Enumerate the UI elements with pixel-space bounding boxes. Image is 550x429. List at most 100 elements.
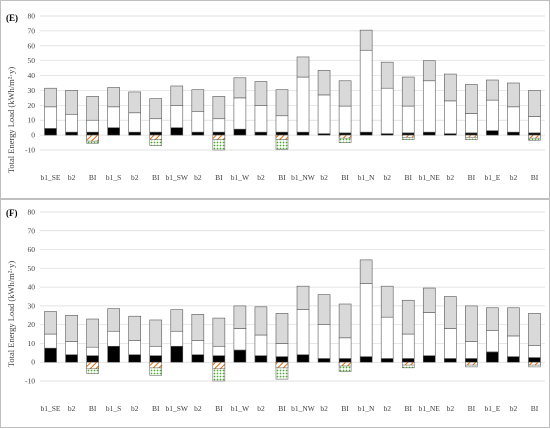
panel-f-bar-segment-top [486, 307, 499, 331]
panel-f-bar-segment-middle [128, 340, 141, 356]
panel-f-y-tick-label: 10 [28, 339, 36, 348]
panel-f-bar-segment-middle [380, 316, 394, 359]
panel-f-x-tick-label: BI [89, 404, 97, 413]
panel-f-bar-negative-orange [401, 361, 415, 366]
panel-e-y-tick-label: 50 [28, 56, 36, 65]
panel-e-x-tick-label: b2 [257, 173, 265, 182]
panel-f-bar-segment-top [149, 319, 163, 347]
panel-e-y-tick-label: 70 [28, 26, 36, 35]
panel-f-bar-segment-top [422, 287, 436, 313]
panel-f-bar-segment-middle [444, 328, 457, 359]
panel-f-bar-segment-middle [191, 340, 205, 356]
panel-e-bar-segment-middle [486, 99, 499, 131]
panel-f-bar-segment-bottom [507, 356, 520, 363]
panel-f-bar-segment-top [401, 299, 415, 335]
panel-f-bar-segment-middle [275, 343, 289, 357]
panel-f-y-tick-label: 40 [28, 283, 36, 292]
panel-f-bar-segment-middle [317, 324, 331, 359]
panel-e-bar-segment-bottom [170, 127, 184, 136]
panel-e-bar-segment-top [86, 96, 99, 121]
panel-e-y-tick-label: 30 [28, 86, 36, 95]
panel-e-x-tick-label: b2 [320, 173, 328, 182]
panel-f-bar-segment-bottom [444, 358, 457, 363]
panel-e-bar-segment-middle [233, 97, 247, 130]
panel-f-x-tick-label: b1_NE [419, 404, 441, 413]
panel-f-bar-segment-bottom [380, 358, 394, 363]
panel-e-bar-negative-orange [338, 134, 352, 139]
panel-e-bar-segment-top [233, 77, 247, 99]
panel-e-y-tick-label: 0 [31, 131, 35, 140]
panel-f-bar-segment-top [465, 305, 478, 342]
panel-f-bar-segment-bottom [128, 354, 141, 363]
panel-f-bar-segment-middle [465, 341, 478, 359]
panel-f-bar-segment-top [254, 306, 268, 336]
panel-f-bar-segment-bottom [338, 358, 352, 363]
panel-e-x-ticks: b1_SE b2 BI b1_S b2 BI b1_SW b2 BI b1_W b2 BI b1_NW b… [41, 173, 539, 182]
panel-f-bar-segment-middle [486, 329, 499, 353]
panel-f-x-tick-label: b2 [320, 404, 328, 413]
panel-f-bar-segment-top [528, 313, 541, 346]
panel-f-bar-segment-bottom [486, 351, 499, 363]
panel-e-y-tick-label: 40 [28, 71, 36, 80]
panel-e-bar-segment-bottom [191, 131, 205, 136]
panel-e-bar-segment-top [275, 89, 289, 117]
panel-f-bar-negative-orange [212, 361, 226, 370]
panel-f-bar-segment-bottom [528, 357, 541, 363]
panel-e-x-tick-label: b1_SE [41, 173, 61, 182]
panel-e-bar-segment-top [528, 90, 541, 117]
panel-f-bar-segment-middle [528, 345, 541, 358]
panel-e-bar-segment-bottom [275, 131, 289, 136]
panel-f-y-tick-label: 20 [28, 320, 36, 329]
panel-f-bar-segment-top [275, 313, 289, 344]
panel-f-bar-segment-top [380, 285, 394, 318]
panel-f-x-tick-label: BI [404, 404, 412, 413]
panel-e-bar-segment-bottom [107, 127, 120, 136]
panel-f-x-tick-label: b1_SW [166, 404, 189, 413]
panel-e-bar-segment-bottom [338, 132, 352, 136]
panel-f-bar-segment-top [44, 311, 57, 335]
panel-e-bar-segment-top [380, 61, 394, 89]
panel-e-bar-segment-middle [191, 110, 205, 133]
panel-e-bar-segment-middle [149, 118, 163, 133]
panel-e-x-tick-label: BI [341, 173, 349, 182]
panel-f: (F) Total Energy Load (kWh/m²·y) -10 0 10 2… [0, 199, 550, 428]
panel-f-bar-segment-middle [507, 335, 520, 357]
panel-f-x-tick-label: b2 [383, 404, 391, 413]
panel-e-x-tick-label: b1_NE [419, 173, 441, 182]
panel-e-bar-negative-orange [465, 134, 478, 138]
panel-e-bar-segment-middle [422, 80, 436, 133]
panel-f-y-ticks: -10 0 10 20 30 40 50 60 70 80 [25, 208, 35, 386]
panel-e-bar-negative-orange [275, 134, 289, 140]
panel-f-y-tick-label: 30 [28, 301, 36, 310]
panel-f-bar-segment-bottom [422, 355, 436, 363]
panel-e-x-tick-label: b1_S [106, 173, 121, 182]
panel-f-bar-segment-top [233, 305, 247, 329]
panel-f-x-tick-label: b2 [257, 404, 265, 413]
panel-e-x-tick-label: BI [215, 173, 223, 182]
panel-f-bar-segment-top [317, 294, 331, 325]
panel-e-bar-segment-middle [275, 115, 289, 133]
panel-f-bar-segment-middle [86, 346, 99, 356]
panel-e-bar-segment-middle [44, 106, 57, 129]
panel-e-bar-segment-middle [380, 87, 394, 134]
panel-e-bar-segment-middle [254, 105, 268, 133]
panel-e-x-tick-label: b2 [510, 173, 518, 182]
panel-f-bar-segment-middle [401, 333, 415, 359]
panel-e-bar-segment-middle [65, 113, 78, 133]
panel-e-label: (E) [6, 13, 18, 23]
panel-e-bar-segment-top [44, 87, 57, 108]
panel-f-bar-segment-bottom [44, 347, 57, 363]
panel-f-bar-segment-bottom [65, 354, 78, 363]
panel-e-bar-segment-middle [128, 112, 141, 133]
panel-f-bar-segment-bottom [170, 345, 184, 363]
panel-f-bar-segment-middle [107, 330, 120, 347]
panel-f-bar-negative-orange [338, 361, 352, 367]
panel-f-bar-segment-top [86, 318, 99, 348]
panel-f-bar-segment-bottom [86, 355, 99, 363]
panel-e-bar-segment-top [401, 76, 415, 107]
panel-e-bar-segment-top [65, 90, 78, 115]
panel-e-bar-segment-middle [317, 94, 331, 134]
panel-e-bar-segment-top [359, 29, 373, 51]
panel-f-bar-segment-top [444, 296, 457, 329]
panel-f-bar-segment-bottom [317, 358, 331, 363]
